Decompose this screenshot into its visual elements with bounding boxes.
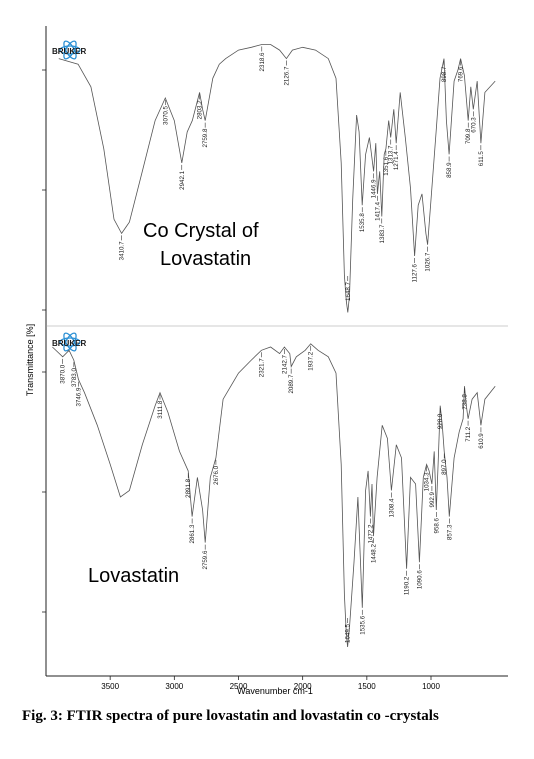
y-axis-ticks xyxy=(42,69,46,613)
peak-label: 1417.4 xyxy=(374,201,381,220)
peak-label: 1648.7 xyxy=(345,281,352,300)
bruker-logo-text: BRUKER xyxy=(52,339,86,348)
x-tick-label: 3500 xyxy=(101,682,119,691)
peak-label: 857.3 xyxy=(446,524,453,540)
peak-label: 3070.5 xyxy=(162,105,169,124)
peak-label: 1649.5 xyxy=(345,623,352,642)
bruker-logo-icon xyxy=(59,332,81,352)
x-tick-label: 2000 xyxy=(294,682,312,691)
peak-label: 3746.9 xyxy=(76,387,83,406)
x-axis-ticks: 3500 3000 2500 2000 1500 1000 xyxy=(101,676,440,691)
peak-label: 958.6 xyxy=(433,517,440,533)
peak-label: 1190.2 xyxy=(404,576,411,595)
bruker-logo-bottom: BRUKER xyxy=(52,332,86,352)
peak-label: 709.8 xyxy=(465,128,472,144)
peak-label: 3111.8 xyxy=(157,400,164,419)
peak-label: 2803.2 xyxy=(197,100,204,119)
peak-label: 2891.8 xyxy=(185,478,192,497)
x-tick-label: 2500 xyxy=(230,682,248,691)
peak-label: 738.8 xyxy=(462,394,469,410)
panel-cocrystal: 3410.7 3070.5 2942.1 2803.2 2759.8 2318.6 2126… xyxy=(58,44,496,313)
peak-label: 769.6 xyxy=(458,66,465,82)
bruker-logo-text: BRUKER xyxy=(52,47,86,56)
spectrum-label-cocrystal-line-2: Lovastatin xyxy=(160,248,251,270)
peak-labels-cocrystal: 3410.7 3070.5 2942.1 2803.2 2759.8 2318.6 2126… xyxy=(119,46,485,301)
peak-label: 3410.7 xyxy=(119,241,126,260)
peak-label: 1535.6 xyxy=(359,615,366,634)
peak-label: 1448.2 xyxy=(371,544,378,563)
x-tick-label: 3000 xyxy=(165,682,183,691)
peak-label: 670.3 xyxy=(470,117,477,133)
spectrum-line-lovastatin xyxy=(52,343,496,648)
peak-label: 2089.7 xyxy=(288,374,295,393)
peak-label: 610.9 xyxy=(478,433,485,449)
figure-caption: Fig. 3: FTIR spectra of pure lovastatin … xyxy=(22,708,439,724)
peak-label: 2318.6 xyxy=(259,52,266,71)
peak-label: 1313.7 xyxy=(388,145,395,164)
peak-label: 2126.7 xyxy=(283,66,290,85)
peak-label: 611.5 xyxy=(478,151,485,167)
peak-label: 1090.6 xyxy=(416,570,423,589)
peak-label: 1034.3 xyxy=(424,472,431,491)
peak-label: 1271.4 xyxy=(393,151,400,170)
peak-label: 898.7 xyxy=(441,66,448,82)
x-axis-label: Wavenumber cm-1 xyxy=(237,686,313,696)
peak-label: 928.0 xyxy=(437,413,444,429)
peak-label: 2142.7 xyxy=(281,354,288,373)
peak-label: 897.0 xyxy=(441,459,448,475)
peak-label: 2861.3 xyxy=(189,524,196,543)
peak-label: 1127.6 xyxy=(412,263,419,282)
peak-label: 1937.2 xyxy=(308,351,315,370)
peak-label: 2759.8 xyxy=(202,128,209,147)
spectrum-label-cocrystal-line-1: Co Crystal of xyxy=(143,220,259,242)
peak-label: 1383.7 xyxy=(379,224,386,243)
spectrum-line-cocrystal xyxy=(58,44,496,313)
bruker-logo-top: BRUKER xyxy=(52,40,86,60)
peak-label: 1472.2 xyxy=(367,524,374,543)
peak-label: 1308.4 xyxy=(388,498,395,517)
x-tick-label: 1500 xyxy=(358,682,376,691)
peak-label: 711.2 xyxy=(465,426,472,442)
peak-label: 3870.0 xyxy=(60,364,67,383)
peak-label: 3783.0 xyxy=(71,368,78,387)
peak-label: 2759.6 xyxy=(202,550,209,569)
peak-label: 2942.1 xyxy=(179,170,186,189)
peak-label: 2321.7 xyxy=(258,358,265,377)
peak-label: 858.9 xyxy=(446,162,453,178)
spectrum-label-lovastatin: Lovastatin xyxy=(88,565,179,587)
peak-label: 1026.7 xyxy=(425,252,432,271)
bruker-logo-icon xyxy=(59,40,81,60)
x-tick-label: 1000 xyxy=(422,682,440,691)
peak-label: 992.9 xyxy=(429,491,436,507)
peak-label: 1446.9 xyxy=(371,179,378,198)
peak-label: 1535.8 xyxy=(359,213,366,232)
peak-label: 2676.0 xyxy=(213,465,220,484)
y-axis-label: Transmittance [%] xyxy=(25,324,35,396)
peak-label: 1351.6 xyxy=(383,156,390,175)
